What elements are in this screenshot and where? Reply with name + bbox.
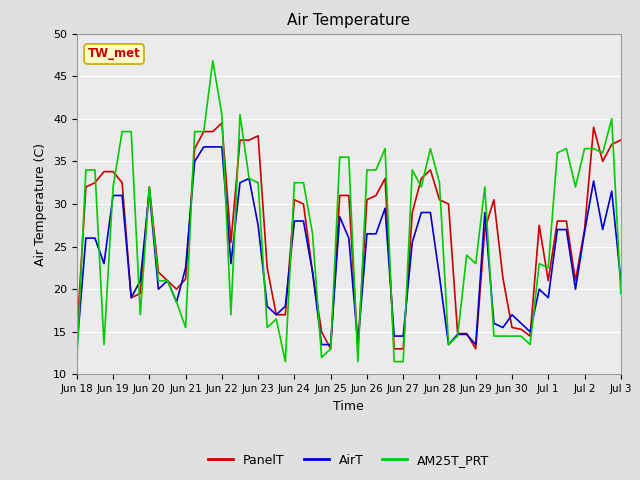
PanelT (417, 176, 425, 181)
PanelT (218, 120, 226, 126)
Line: AM25T_PRT: AM25T_PRT (77, 61, 621, 361)
AirT (617, 278, 625, 284)
AM25T_PRT (372, 167, 380, 173)
PanelT (381, 176, 389, 181)
AirT (73, 346, 81, 352)
AirT (372, 231, 380, 237)
PanelT (563, 218, 570, 224)
Line: PanelT: PanelT (77, 123, 621, 349)
AM25T_PRT (209, 58, 216, 64)
AirT (273, 312, 280, 318)
PanelT (200, 129, 207, 134)
Text: TW_met: TW_met (88, 48, 140, 60)
AM25T_PRT (182, 324, 189, 330)
AM25T_PRT (408, 167, 416, 173)
Y-axis label: Air Temperature (C): Air Temperature (C) (35, 143, 47, 265)
PanelT (327, 346, 335, 352)
AirT (200, 144, 207, 150)
X-axis label: Time: Time (333, 400, 364, 413)
AirT (182, 265, 189, 271)
AirT (408, 240, 416, 245)
PanelT (273, 312, 280, 318)
AM25T_PRT (273, 316, 280, 322)
Line: AirT: AirT (77, 147, 621, 349)
Legend: PanelT, AirT, AM25T_PRT: PanelT, AirT, AM25T_PRT (203, 449, 495, 472)
AirT (554, 227, 561, 232)
AM25T_PRT (73, 359, 81, 364)
AM25T_PRT (200, 129, 207, 134)
AM25T_PRT (617, 290, 625, 296)
PanelT (617, 137, 625, 143)
AirT (209, 144, 216, 150)
Title: Air Temperature: Air Temperature (287, 13, 410, 28)
PanelT (73, 333, 81, 339)
PanelT (182, 276, 189, 282)
AM25T_PRT (554, 150, 561, 156)
